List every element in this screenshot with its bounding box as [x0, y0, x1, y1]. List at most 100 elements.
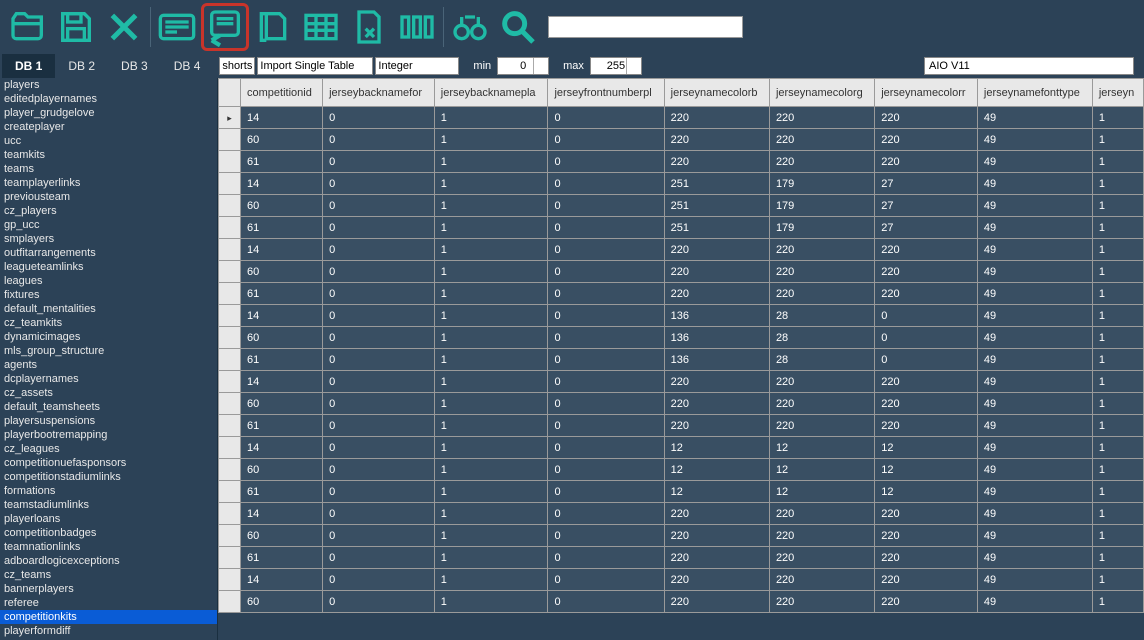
sidebar-item[interactable]: cz_teamkits: [0, 316, 217, 330]
cell[interactable]: 220: [875, 547, 978, 569]
cell[interactable]: 220: [875, 569, 978, 591]
cell[interactable]: 0: [323, 327, 435, 349]
sidebar-item[interactable]: players: [0, 78, 217, 92]
cell[interactable]: 0: [548, 415, 664, 437]
row-header[interactable]: [219, 569, 241, 591]
row-header[interactable]: [219, 129, 241, 151]
table-row[interactable]: 61010121212491: [219, 481, 1144, 503]
row-header[interactable]: [219, 525, 241, 547]
cell[interactable]: 1: [1092, 349, 1143, 371]
cell[interactable]: 1: [1092, 481, 1143, 503]
cell[interactable]: 14: [241, 503, 323, 525]
cell[interactable]: 0: [548, 173, 664, 195]
cell[interactable]: 12: [875, 459, 978, 481]
type-combo[interactable]: Integer: [375, 57, 459, 75]
cell[interactable]: 220: [875, 525, 978, 547]
cell[interactable]: 1: [1092, 327, 1143, 349]
cell[interactable]: 0: [323, 415, 435, 437]
cell[interactable]: 0: [548, 195, 664, 217]
cell[interactable]: 0: [323, 305, 435, 327]
cell[interactable]: 220: [769, 547, 874, 569]
sidebar-item[interactable]: dcplayernames: [0, 372, 217, 386]
row-header[interactable]: [219, 415, 241, 437]
cell[interactable]: 49: [977, 217, 1092, 239]
row-header[interactable]: [219, 217, 241, 239]
cell[interactable]: 49: [977, 569, 1092, 591]
sidebar-item[interactable]: playerformdiff: [0, 624, 217, 638]
cell[interactable]: 49: [977, 107, 1092, 129]
cell[interactable]: 1: [1092, 151, 1143, 173]
cell[interactable]: 220: [875, 239, 978, 261]
sidebar-item[interactable]: cz_teams: [0, 568, 217, 582]
sidebar-item[interactable]: createplayer: [0, 120, 217, 134]
cell[interactable]: 220: [769, 415, 874, 437]
table-row[interactable]: 14010220220220491: [219, 503, 1144, 525]
row-header[interactable]: [219, 305, 241, 327]
cell[interactable]: 1: [1092, 217, 1143, 239]
cell[interactable]: 220: [664, 569, 769, 591]
cell[interactable]: 0: [875, 327, 978, 349]
cell[interactable]: 14: [241, 173, 323, 195]
row-header[interactable]: [219, 591, 241, 613]
cell[interactable]: 1: [434, 591, 548, 613]
sidebar-item[interactable]: playerbootremapping: [0, 428, 217, 442]
cell[interactable]: 220: [664, 525, 769, 547]
cell[interactable]: 1: [1092, 239, 1143, 261]
cell[interactable]: 14: [241, 107, 323, 129]
sidebar-item[interactable]: editedplayernames: [0, 92, 217, 106]
row-header[interactable]: [219, 437, 241, 459]
cell[interactable]: 0: [323, 393, 435, 415]
close-icon[interactable]: [100, 3, 148, 51]
row-header[interactable]: [219, 261, 241, 283]
cell[interactable]: 1: [1092, 437, 1143, 459]
cell[interactable]: 1: [434, 415, 548, 437]
cell[interactable]: 251: [664, 217, 769, 239]
cell[interactable]: 12: [664, 459, 769, 481]
cell[interactable]: 60: [241, 525, 323, 547]
cell[interactable]: 49: [977, 459, 1092, 481]
cell[interactable]: 1: [434, 393, 548, 415]
sidebar-item[interactable]: ucc: [0, 134, 217, 148]
sidebar-item[interactable]: dynamicimages: [0, 330, 217, 344]
column-header[interactable]: jerseybacknamefor: [323, 79, 435, 107]
cell[interactable]: 1: [434, 371, 548, 393]
cell[interactable]: 61: [241, 283, 323, 305]
cell[interactable]: 49: [977, 327, 1092, 349]
cell[interactable]: 49: [977, 283, 1092, 305]
cell[interactable]: 1: [1092, 547, 1143, 569]
cell[interactable]: 49: [977, 481, 1092, 503]
cell[interactable]: 0: [323, 591, 435, 613]
cell[interactable]: 61: [241, 481, 323, 503]
db-tab[interactable]: DB 2: [55, 54, 108, 78]
table-row[interactable]: 60010121212491: [219, 459, 1144, 481]
cell[interactable]: 1: [1092, 371, 1143, 393]
cell[interactable]: 220: [875, 151, 978, 173]
sidebar-item[interactable]: default_mentalities: [0, 302, 217, 316]
sidebar-item[interactable]: cz_players: [0, 204, 217, 218]
binoculars-icon[interactable]: [446, 3, 494, 51]
cell[interactable]: 0: [323, 239, 435, 261]
sidebar-item[interactable]: leagueteamlinks: [0, 260, 217, 274]
cell[interactable]: 179: [769, 217, 874, 239]
sidebar-item[interactable]: fixtures: [0, 288, 217, 302]
cell[interactable]: 1: [1092, 129, 1143, 151]
cell[interactable]: 220: [875, 261, 978, 283]
sidebar-item[interactable]: outfitarrangements: [0, 246, 217, 260]
search-icon[interactable]: [494, 3, 542, 51]
column-header[interactable]: jerseynamecolorr: [875, 79, 978, 107]
row-header[interactable]: [219, 371, 241, 393]
cell[interactable]: 1: [1092, 459, 1143, 481]
cell[interactable]: 0: [548, 569, 664, 591]
cell[interactable]: 1: [434, 195, 548, 217]
cell[interactable]: 49: [977, 305, 1092, 327]
cell[interactable]: 0: [323, 349, 435, 371]
cell[interactable]: 1: [434, 503, 548, 525]
sidebar-item[interactable]: playersuspensions: [0, 414, 217, 428]
cell[interactable]: 49: [977, 173, 1092, 195]
table-row[interactable]: 61010220220220491: [219, 547, 1144, 569]
data-grid[interactable]: competitionidjerseybacknameforjerseyback…: [218, 78, 1144, 613]
sidebar-item[interactable]: teamstadiumlinks: [0, 498, 217, 512]
sidebar-item[interactable]: competitionbadges: [0, 526, 217, 540]
cell[interactable]: 220: [664, 393, 769, 415]
table-row[interactable]: 14010136280491: [219, 305, 1144, 327]
